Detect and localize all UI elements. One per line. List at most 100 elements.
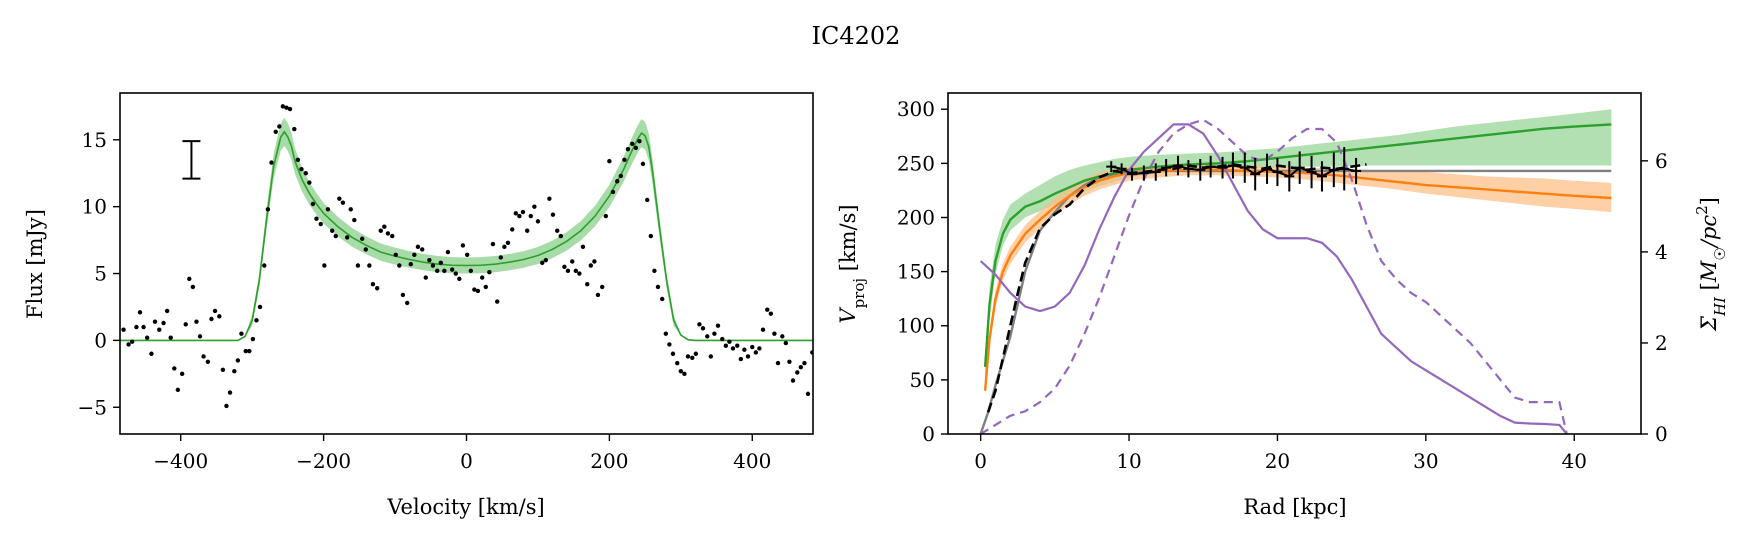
data-point: [525, 228, 530, 233]
data-point: [768, 311, 774, 316]
data-point: [588, 263, 594, 268]
data-point: [483, 284, 488, 290]
data-point: [723, 343, 729, 348]
data-point: [715, 323, 721, 328]
data-point: [517, 213, 522, 219]
data-point: [183, 322, 188, 327]
data-point: [663, 331, 669, 336]
data-point: [513, 211, 518, 216]
data-point: [415, 244, 421, 249]
data-errorbar: [1150, 163, 1161, 181]
left-y-axis-label: Flux [mJy]: [23, 209, 47, 319]
errorbar-example: [182, 140, 201, 180]
y-tick-label: 10: [82, 195, 107, 219]
data-point: [144, 335, 150, 340]
y2-tick-label: 2: [1655, 331, 1668, 355]
data-point: [175, 387, 181, 393]
x-tick-label: 20: [1265, 449, 1290, 473]
data-errorbar: [1161, 159, 1172, 177]
data-point: [720, 336, 725, 342]
data-point: [284, 105, 289, 110]
data-point: [570, 259, 575, 264]
data-point: [528, 213, 533, 219]
data-point: [172, 366, 177, 371]
data-errorbar: [1284, 161, 1295, 192]
data-point: [615, 179, 620, 184]
y2-tick-label: 0: [1655, 422, 1668, 446]
data-point: [775, 360, 781, 366]
data-point: [197, 334, 203, 339]
y-tick-label: −5: [78, 395, 107, 419]
data-point: [179, 371, 185, 377]
data-errorbar: [1217, 156, 1228, 179]
data-errorbar: [1262, 153, 1273, 184]
data-point: [352, 217, 357, 223]
data-errorbar: [1195, 159, 1206, 181]
data-errorbar: [1227, 152, 1238, 179]
x-tick-label: 400: [733, 449, 771, 473]
data-point: [685, 354, 691, 359]
data-point: [265, 207, 271, 212]
y-tick-label: 100: [897, 314, 935, 338]
data-point: [610, 189, 616, 195]
data-errorbar: [1351, 157, 1362, 184]
data-point: [547, 196, 552, 201]
data-point: [730, 346, 736, 351]
data-point: [745, 354, 751, 359]
y-tick-label: 0: [922, 422, 935, 446]
data-point: [558, 233, 564, 239]
data-point: [562, 264, 567, 270]
data-point: [760, 327, 766, 332]
data-point: [472, 287, 477, 292]
model-band: [120, 117, 813, 341]
data-point: [753, 350, 759, 355]
data-point: [585, 282, 590, 287]
data-point: [254, 318, 259, 323]
data-point: [137, 310, 143, 315]
data-point: [161, 320, 166, 326]
data-point: [337, 196, 342, 201]
data-errorbar: [1339, 147, 1350, 191]
data-point: [273, 129, 278, 134]
sigma-hi-dashed-line: [980, 118, 1568, 434]
data-point: [637, 138, 642, 144]
x-tick-label: −400: [153, 449, 208, 473]
data-point: [682, 371, 687, 377]
x-tick-label: 40: [1561, 449, 1586, 473]
data-point: [397, 263, 402, 268]
data-point: [667, 342, 672, 347]
data-point: [340, 200, 346, 205]
data-point: [149, 351, 154, 356]
data-point: [307, 180, 312, 185]
data-point: [187, 276, 192, 282]
data-point: [603, 213, 609, 219]
data-point: [420, 247, 425, 252]
data-point: [622, 157, 627, 163]
data-point: [329, 228, 335, 233]
data-point: [550, 212, 556, 217]
data-point: [693, 351, 699, 356]
data-point: [678, 368, 684, 374]
y2-tick-label: 4: [1655, 240, 1668, 264]
data-point: [468, 268, 473, 274]
data-point: [480, 275, 485, 280]
data-point: [325, 207, 331, 212]
data-point: [475, 288, 481, 294]
gray-line: [979, 169, 1612, 434]
data-point: [727, 339, 732, 344]
data-point: [355, 263, 361, 268]
data-point: [765, 307, 770, 312]
green-model-band: [985, 109, 1612, 380]
right-y2-axis-label: ΣHI [M☉/pc2]: [1693, 197, 1729, 332]
right-x-axis-label: Rad [kpc]: [1243, 495, 1346, 519]
data-errorbar: [1183, 160, 1194, 178]
data-point: [141, 324, 146, 330]
left-ticks: −400 −200 0 200 400 −5 0 5 10 15: [78, 128, 772, 473]
y-tick-label: 300: [897, 97, 935, 121]
data-point: [126, 342, 131, 347]
right-ticks: 0 10 20 30 40 0 50 100 150 200 250 300 0 2 4 6: [897, 97, 1668, 473]
data-point: [795, 370, 800, 375]
data-point: [344, 235, 350, 240]
data-point: [592, 259, 597, 264]
